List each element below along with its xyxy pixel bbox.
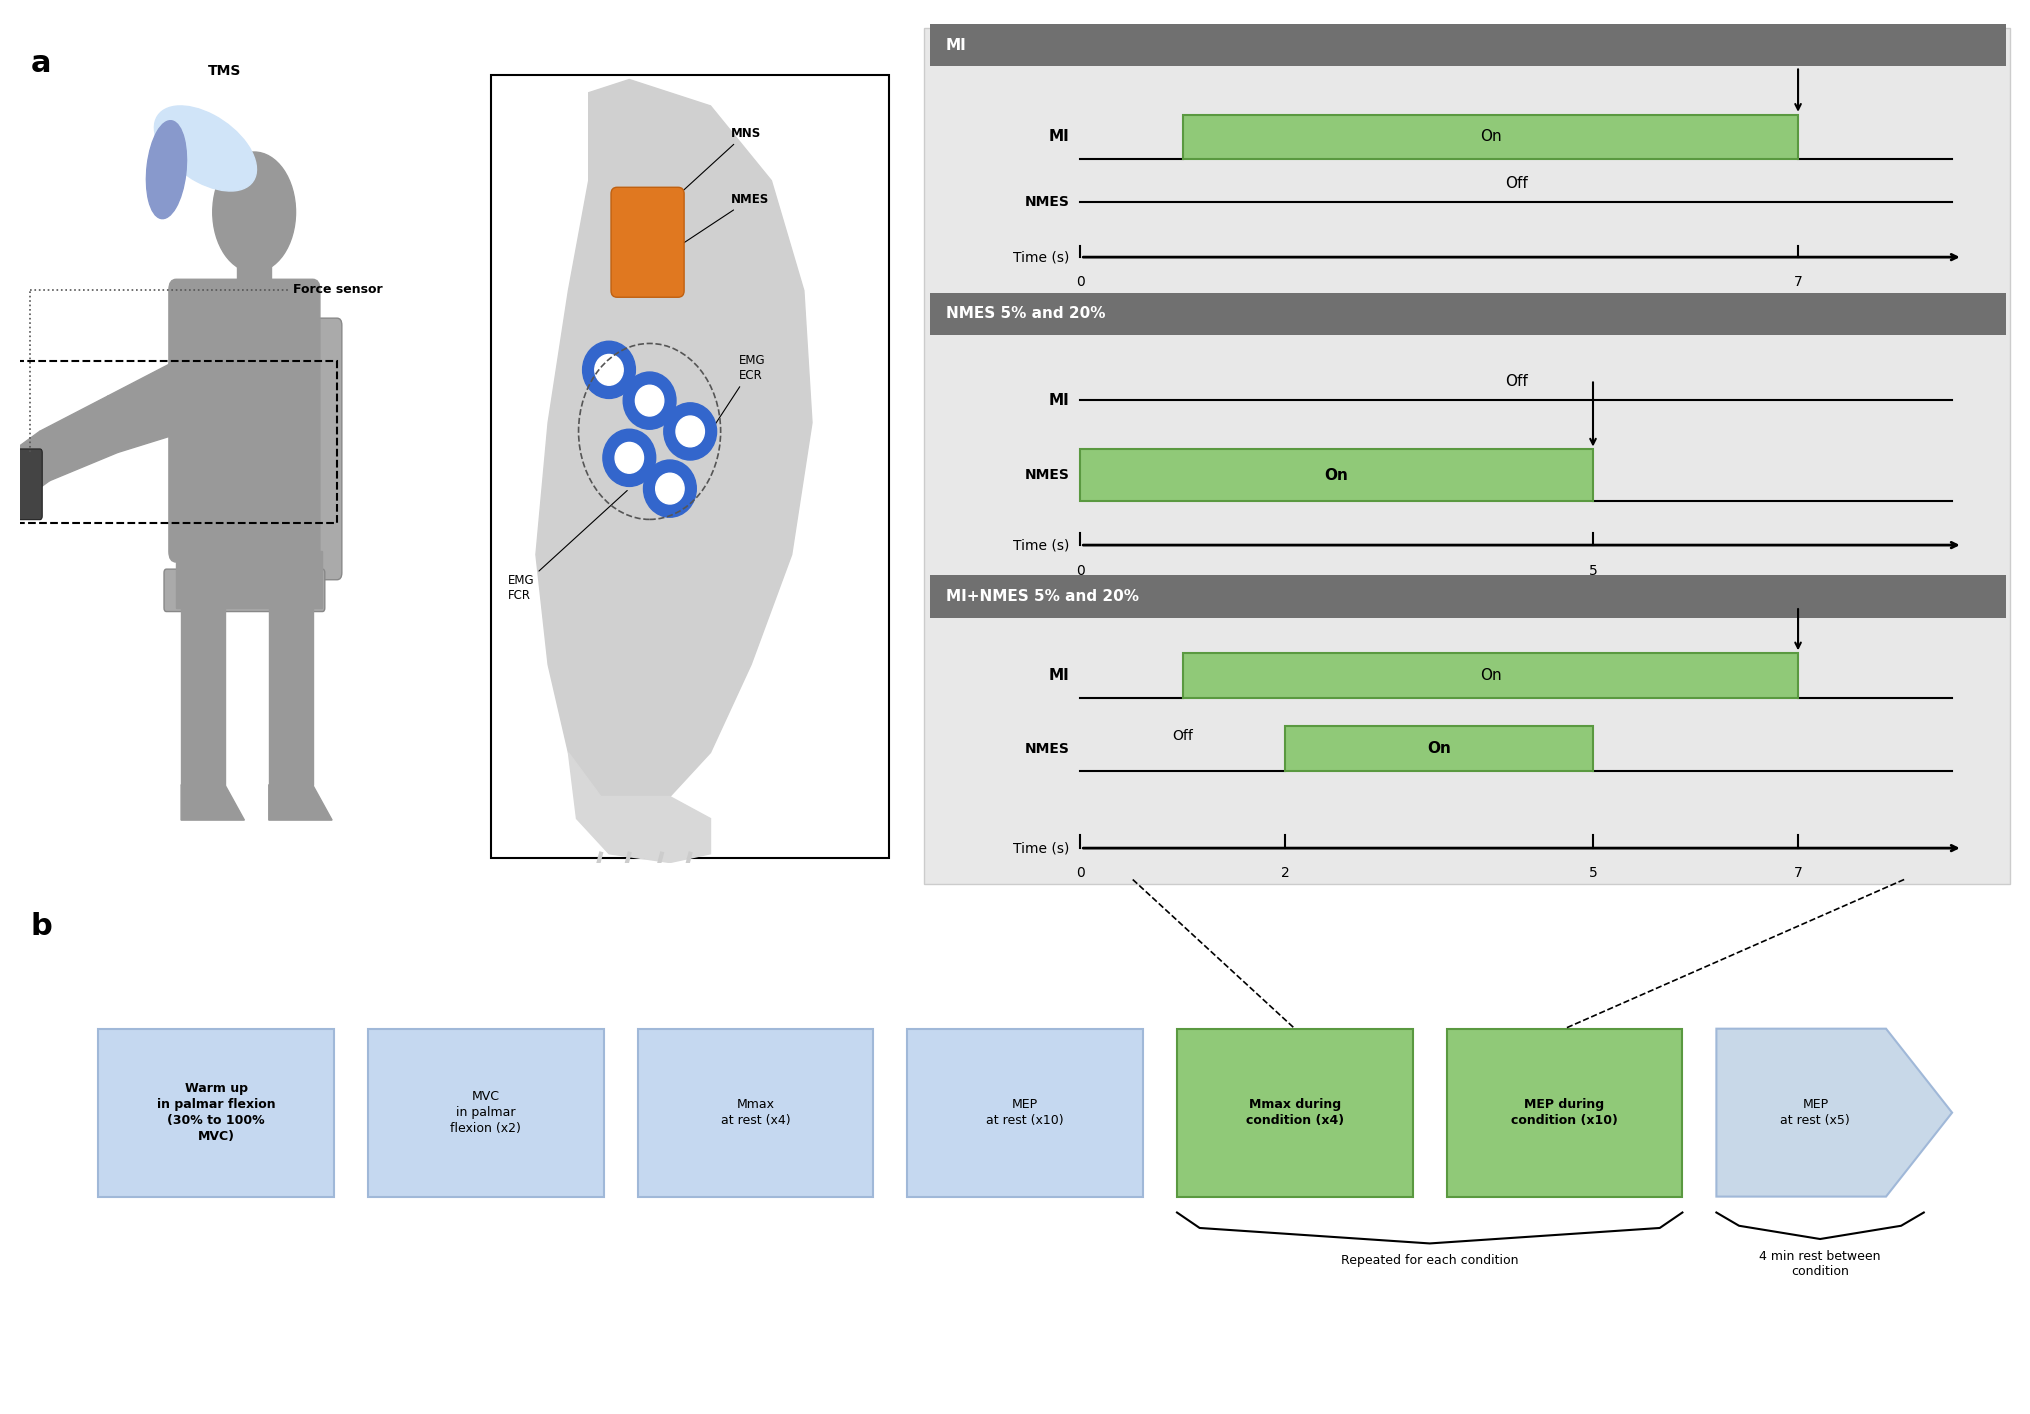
Text: NMES: NMES: [1025, 195, 1070, 209]
Text: NMES: NMES: [1025, 742, 1070, 755]
FancyBboxPatch shape: [97, 1029, 333, 1196]
Circle shape: [644, 460, 696, 518]
FancyBboxPatch shape: [302, 318, 341, 580]
Polygon shape: [268, 608, 313, 785]
FancyBboxPatch shape: [1447, 1029, 1683, 1196]
FancyBboxPatch shape: [907, 1029, 1143, 1196]
Text: b: b: [30, 912, 53, 942]
Polygon shape: [181, 608, 225, 785]
Circle shape: [664, 403, 717, 460]
Polygon shape: [1717, 1029, 1953, 1196]
Circle shape: [595, 355, 623, 385]
Polygon shape: [181, 785, 244, 820]
Text: On: On: [1427, 741, 1451, 756]
Text: Off: Off: [1173, 730, 1194, 744]
Polygon shape: [268, 785, 333, 820]
FancyBboxPatch shape: [164, 570, 325, 611]
Text: MVC
in palmar
flexion (x2): MVC in palmar flexion (x2): [451, 1090, 522, 1135]
Polygon shape: [108, 361, 187, 452]
Text: 7: 7: [1795, 867, 1803, 881]
Text: 7: 7: [1795, 274, 1803, 288]
Text: NMES: NMES: [680, 192, 769, 245]
Text: MEP
at rest (x10): MEP at rest (x10): [987, 1099, 1064, 1127]
Text: On: On: [1480, 667, 1502, 683]
Text: a: a: [30, 49, 51, 79]
Text: Time (s): Time (s): [1013, 250, 1070, 264]
Polygon shape: [536, 79, 812, 810]
Polygon shape: [41, 396, 118, 481]
FancyBboxPatch shape: [637, 1029, 873, 1196]
Text: NMES 5% and 20%: NMES 5% and 20%: [946, 307, 1106, 321]
Text: 2: 2: [1281, 867, 1289, 881]
Circle shape: [635, 385, 664, 416]
FancyBboxPatch shape: [611, 187, 684, 297]
Text: 4 min rest between
condition: 4 min rest between condition: [1760, 1250, 1882, 1278]
Text: Off: Off: [1504, 373, 1527, 389]
Text: MEP during
condition (x10): MEP during condition (x10): [1510, 1099, 1618, 1127]
Polygon shape: [20, 431, 49, 502]
Polygon shape: [177, 551, 264, 608]
Circle shape: [656, 474, 684, 503]
Text: Time (s): Time (s): [1013, 841, 1070, 855]
FancyBboxPatch shape: [1183, 653, 1799, 697]
Text: MI+NMES 5% and 20%: MI+NMES 5% and 20%: [946, 590, 1139, 604]
Ellipse shape: [146, 120, 187, 219]
Text: 5: 5: [1589, 867, 1598, 881]
Text: On: On: [1326, 468, 1348, 482]
Text: 0: 0: [1076, 564, 1084, 578]
Text: Time (s): Time (s): [1013, 539, 1070, 551]
Text: EMG
FCR: EMG FCR: [508, 491, 627, 601]
Text: 0: 0: [1076, 867, 1084, 881]
Text: Mmax
at rest (x4): Mmax at rest (x4): [721, 1099, 790, 1127]
Polygon shape: [264, 551, 323, 608]
Text: NMES: NMES: [1025, 468, 1070, 482]
Circle shape: [603, 430, 656, 486]
FancyBboxPatch shape: [367, 1029, 603, 1196]
Circle shape: [615, 443, 644, 474]
Circle shape: [676, 416, 704, 447]
Text: MNS: MNS: [672, 127, 761, 201]
FancyBboxPatch shape: [10, 450, 43, 520]
FancyBboxPatch shape: [168, 280, 321, 563]
Text: MI: MI: [946, 38, 966, 52]
FancyBboxPatch shape: [238, 226, 272, 290]
Ellipse shape: [154, 106, 256, 191]
Text: MEP
at rest (x5): MEP at rest (x5): [1780, 1099, 1849, 1127]
FancyBboxPatch shape: [1177, 1029, 1413, 1196]
Circle shape: [623, 372, 676, 430]
Text: 5: 5: [1589, 564, 1598, 578]
FancyBboxPatch shape: [1183, 115, 1799, 158]
Polygon shape: [568, 752, 710, 863]
Text: 0: 0: [1076, 274, 1084, 288]
Text: Warm up
in palmar flexion
(30% to 100%
MVC): Warm up in palmar flexion (30% to 100% M…: [156, 1082, 276, 1143]
Text: EMG
ECR: EMG ECR: [713, 354, 765, 428]
Text: MI: MI: [1050, 393, 1070, 409]
Text: TMS: TMS: [209, 64, 242, 78]
Text: Off: Off: [1504, 177, 1527, 191]
Text: Repeated for each condition: Repeated for each condition: [1342, 1254, 1518, 1267]
FancyBboxPatch shape: [1285, 727, 1594, 771]
Text: MI: MI: [1050, 667, 1070, 683]
Text: MI: MI: [1050, 129, 1070, 144]
Text: Force sensor: Force sensor: [292, 283, 384, 297]
Circle shape: [583, 341, 635, 399]
Circle shape: [213, 153, 296, 273]
Text: On: On: [1480, 129, 1502, 144]
Text: Mmax during
condition (x4): Mmax during condition (x4): [1246, 1099, 1344, 1127]
FancyBboxPatch shape: [1080, 450, 1594, 501]
